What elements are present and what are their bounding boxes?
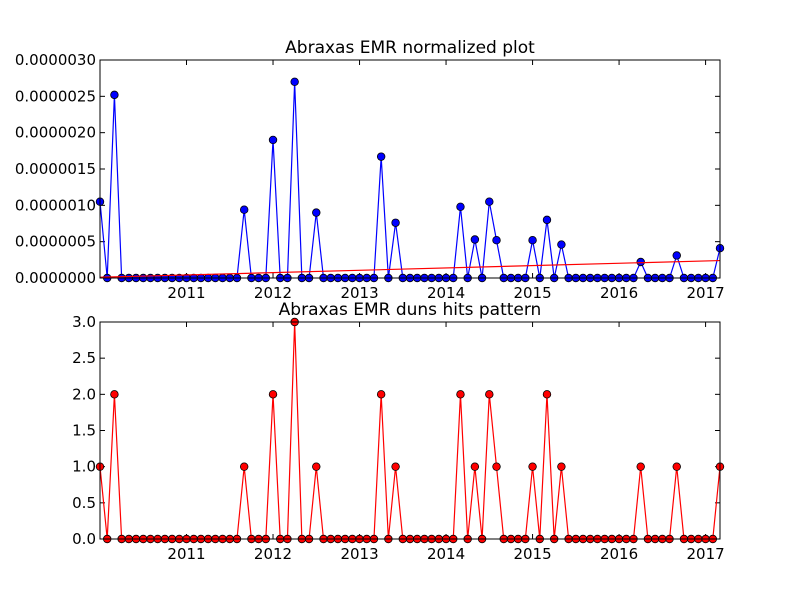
duns-axes-frame	[99, 321, 721, 540]
duns-data-point	[492, 462, 501, 471]
normalized-y-tick-label: 0.0000030	[15, 51, 96, 69]
duns-y-tick-label: 1.0	[72, 458, 96, 476]
normalized-data-point	[672, 251, 681, 260]
duns-x-tick-label: 2016	[600, 545, 638, 563]
duns-data-point	[391, 462, 400, 471]
duns-y-tick-label: 3.0	[72, 313, 96, 331]
duns-x-tick-label: 2015	[513, 545, 551, 563]
normalized-plot-chart: Abraxas EMR normalized plot 0.00000000.0…	[15, 38, 725, 302]
duns-data-point	[672, 462, 681, 471]
normalized-data-point	[290, 77, 299, 86]
normalized-data-point	[485, 197, 494, 206]
duns-data-point	[557, 462, 566, 471]
duns-x-tick-label: 2014	[427, 545, 465, 563]
normalized-data-point	[239, 205, 249, 214]
duns-y-tick-label: 2.0	[72, 385, 96, 403]
normalized-axes-frame	[99, 59, 721, 279]
normalized-y-tick-label: 0.0000000	[15, 269, 96, 287]
duns-data-point	[376, 390, 386, 399]
normalized-y-tick-label: 0.0000025	[15, 87, 96, 105]
duns-y-tick-label: 2.5	[72, 349, 96, 367]
duns-hits-title: Abraxas EMR duns hits pattern	[279, 300, 542, 320]
duns-data-point	[485, 390, 494, 399]
normalized-data-point	[376, 152, 386, 161]
normalized-data-point	[636, 257, 645, 267]
normalized-plot-area: 0.0000000 0.0000005 0.0000010 0.0000015 0.00…	[15, 51, 725, 302]
normalized-y-tick-label: 0.0000010	[15, 196, 96, 214]
normalized-plot-title: Abraxas EMR normalized plot	[285, 38, 535, 58]
normalized-series-1-line	[99, 259, 721, 278]
normalized-data-point	[542, 215, 552, 225]
normalized-y-tick-label: 0.0000020	[15, 124, 96, 142]
duns-data-point	[268, 390, 278, 399]
normalized-data-point	[268, 135, 278, 145]
normalized-y-tick-label: 0.0000015	[15, 160, 96, 178]
normalized-data-point	[557, 240, 566, 249]
duns-data-point	[528, 462, 537, 471]
normalized-x-tick-label: 2015	[513, 284, 551, 302]
duns-y-tick-label: 0.5	[72, 494, 96, 512]
duns-data-point	[542, 390, 552, 399]
normalized-x-tick-label: 2011	[167, 284, 205, 302]
normalized-x-tick-label: 2012	[254, 284, 292, 302]
normalized-x-tick-label: 2013	[340, 284, 378, 302]
duns-y-tick-label: 1.5	[72, 422, 96, 440]
normalized-data-point	[456, 202, 465, 211]
duns-x-tick-label: 2011	[167, 545, 205, 563]
duns-y-tick-label: 0.0	[72, 530, 96, 548]
duns-data-point	[312, 462, 321, 471]
duns-data-point	[110, 390, 119, 399]
normalized-data-point	[470, 235, 480, 244]
duns-data-point	[456, 390, 465, 399]
normalized-data-point	[312, 208, 321, 217]
normalized-data-point	[110, 90, 119, 100]
duns-x-tick-label: 2017	[686, 545, 724, 563]
normalized-x-tick-label: 2016	[600, 284, 638, 302]
normalized-y-tick-label: 0.0000005	[15, 233, 96, 251]
normalized-x-tick-label: 2014	[427, 284, 465, 302]
normalized-x-tick-label: 2017	[686, 284, 724, 302]
duns-hits-chart: 0.0 0.5 1.0 1.5 2.0 2.5 3.0 2011 2012 2013 2014 201…	[72, 300, 725, 563]
duns-axes-background	[100, 322, 720, 539]
duns-x-tick-label: 2013	[340, 545, 378, 563]
normalized-axes-background	[100, 60, 720, 278]
normalized-data-point	[391, 218, 400, 227]
duns-data-point	[636, 462, 645, 471]
duns-x-tick-label: 2012	[254, 545, 292, 563]
normalized-data-point	[492, 236, 501, 245]
duns-data-point	[239, 462, 249, 471]
normalized-data-point	[528, 236, 537, 245]
duns-hits-plot-area: 0.0 0.5 1.0 1.5 2.0 2.5 3.0 2011 2012 2013 2014 201…	[72, 313, 725, 563]
duns-data-point	[470, 462, 480, 471]
